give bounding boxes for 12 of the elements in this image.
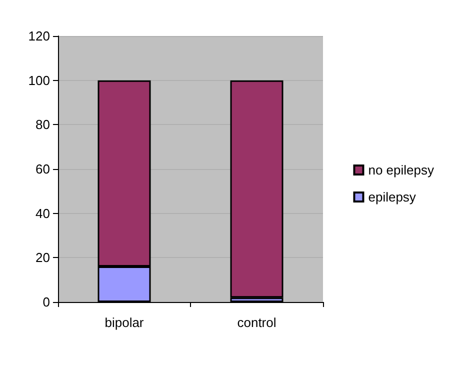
y-tick-label: 60 — [36, 162, 50, 176]
y-tick-label: 40 — [36, 206, 50, 221]
x-tick-label: bipolar — [104, 315, 144, 330]
y-tick-label: 100 — [28, 72, 50, 88]
y-tick-label: 80 — [36, 117, 50, 132]
legend-label: epilepsy — [368, 190, 416, 204]
legend-label: no epilepsy — [368, 162, 434, 178]
y-tick-label: 20 — [36, 250, 50, 266]
x-tick-label: control — [237, 315, 276, 330]
bar — [230, 80, 284, 298]
y-tick-label: 120 — [28, 28, 50, 44]
y-tick-label: 0 — [42, 294, 50, 310]
